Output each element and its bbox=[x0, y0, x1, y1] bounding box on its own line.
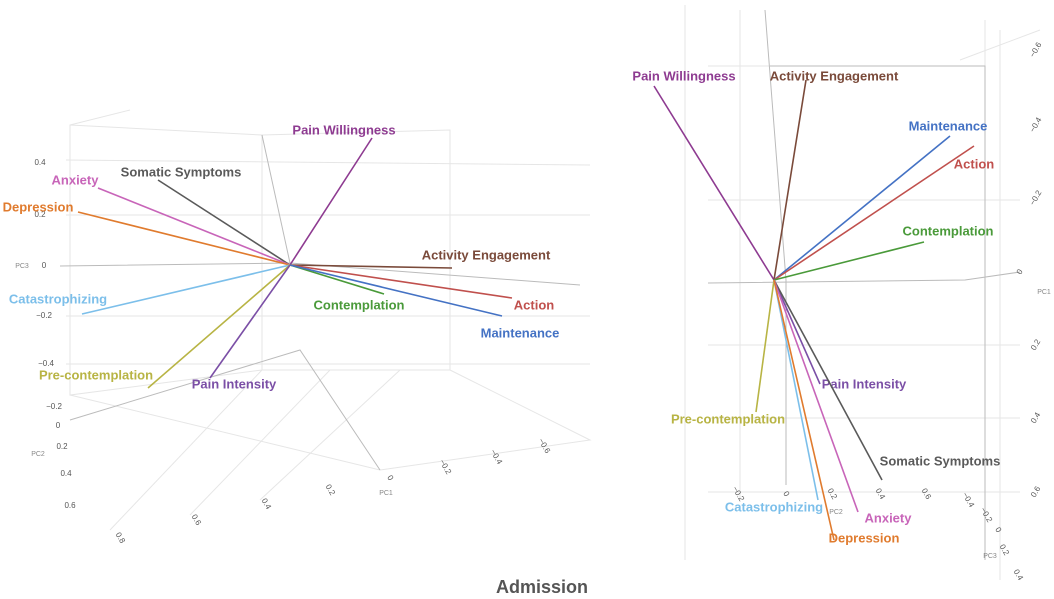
tick-label: 0.6 bbox=[920, 487, 934, 502]
loading-vector bbox=[773, 79, 807, 281]
tick-label: 0.4 bbox=[874, 487, 888, 502]
loading-vector bbox=[773, 279, 859, 513]
tick-label: 0.2 bbox=[324, 483, 338, 498]
axis-title: PC2 bbox=[31, 451, 45, 458]
tick-label: 0.4 bbox=[60, 469, 72, 478]
tick-label: 0.4 bbox=[260, 497, 274, 512]
tick-label: −0.2 bbox=[437, 458, 453, 477]
tick-label: −0.4 bbox=[1028, 115, 1044, 134]
loading-vector bbox=[97, 187, 291, 266]
loading-vector bbox=[147, 264, 291, 389]
caption: Admission bbox=[496, 577, 588, 597]
axis-title: PC1 bbox=[1037, 289, 1051, 296]
tick-label: 0 bbox=[385, 474, 395, 483]
loading-vector bbox=[289, 264, 503, 317]
tick-label: −0.2 bbox=[46, 402, 62, 411]
vector-label: Pain Intensity bbox=[822, 376, 907, 391]
vector-label: Pain Intensity bbox=[192, 376, 277, 391]
vector-label: Action bbox=[514, 297, 555, 312]
right-box bbox=[684, 5, 1041, 580]
loading-vector bbox=[209, 264, 291, 379]
vector-label: Pain Willingness bbox=[292, 122, 395, 137]
axis-title: PC3 bbox=[15, 263, 29, 270]
tick-label: 0.2 bbox=[56, 442, 68, 451]
loading-vector bbox=[773, 279, 835, 541]
tick-label: −0.2 bbox=[36, 311, 52, 320]
tick-label: −0.6 bbox=[536, 437, 552, 456]
tick-label: 0 bbox=[993, 526, 1003, 535]
loading-vector bbox=[77, 211, 291, 266]
tick-label: 0.2 bbox=[826, 487, 840, 502]
tick-label: 0.2 bbox=[34, 210, 46, 219]
vector-label: Contemplation bbox=[903, 223, 994, 238]
tick-label: −0.4 bbox=[488, 448, 504, 467]
loading-vector bbox=[81, 264, 291, 315]
tick-label: 0.6 bbox=[64, 501, 76, 510]
axis-title: PC2 bbox=[829, 509, 843, 516]
loading-vector bbox=[653, 85, 775, 281]
loading-vector bbox=[773, 241, 925, 281]
tick-label: 0.4 bbox=[1029, 410, 1043, 425]
loading-vector bbox=[773, 135, 951, 281]
vector-label: Depression bbox=[3, 199, 74, 214]
vector-label: Maintenance bbox=[909, 118, 988, 133]
loading-vector bbox=[289, 264, 513, 299]
vector-label: Contemplation bbox=[314, 297, 405, 312]
loading-vector bbox=[289, 137, 373, 266]
tick-label: 0.8 bbox=[114, 531, 128, 546]
loading-vector bbox=[755, 279, 775, 413]
axis-title: PC1 bbox=[379, 490, 393, 497]
loading-vector bbox=[773, 279, 883, 481]
tick-label: 0.4 bbox=[1012, 568, 1026, 583]
vector-label: Activity Engagement bbox=[770, 68, 899, 83]
loading-vector bbox=[773, 145, 975, 281]
tick-label: 0 bbox=[781, 490, 791, 499]
vector-label: Pre-contemplation bbox=[671, 411, 785, 426]
vector-label: Activity Engagement bbox=[422, 247, 551, 262]
loading-vector bbox=[289, 264, 385, 295]
vector-label: Somatic Symptoms bbox=[880, 453, 1001, 468]
vector-label: Maintenance bbox=[481, 325, 560, 340]
tick-label: 0.6 bbox=[190, 513, 204, 528]
vector-label: Anxiety bbox=[865, 510, 913, 525]
tick-label: 0 bbox=[1015, 267, 1025, 276]
tick-label: −0.4 bbox=[960, 491, 976, 510]
vector-label: Pain Willingness bbox=[632, 68, 735, 83]
vector-label: Pre-contemplation bbox=[39, 367, 153, 382]
tick-label: 0.4 bbox=[34, 158, 46, 167]
tick-label: 0 bbox=[56, 421, 61, 430]
tick-label: −0.6 bbox=[1028, 40, 1044, 59]
tick-label: −0.2 bbox=[1028, 188, 1044, 207]
vector-label: Depression bbox=[829, 530, 900, 545]
axis-title: PC3 bbox=[983, 553, 997, 560]
loading-vector bbox=[157, 179, 291, 266]
loading-vector bbox=[773, 279, 821, 385]
tick-label: 0.6 bbox=[1029, 484, 1043, 499]
vector-label: Anxiety bbox=[52, 172, 100, 187]
tick-label: −0.2 bbox=[978, 506, 994, 525]
loading-vector bbox=[773, 279, 819, 501]
vector-label: Action bbox=[954, 156, 995, 171]
vector-label: Catastrophizing bbox=[725, 499, 823, 514]
vector-label: Somatic Symptoms bbox=[121, 164, 242, 179]
tick-label: −0.4 bbox=[38, 359, 54, 368]
left-box bbox=[59, 109, 592, 531]
loading-vector bbox=[289, 264, 453, 269]
tick-label: 0.2 bbox=[1029, 337, 1043, 352]
tick-label: 0 bbox=[42, 261, 47, 270]
vector-label: Catastrophizing bbox=[9, 291, 107, 306]
